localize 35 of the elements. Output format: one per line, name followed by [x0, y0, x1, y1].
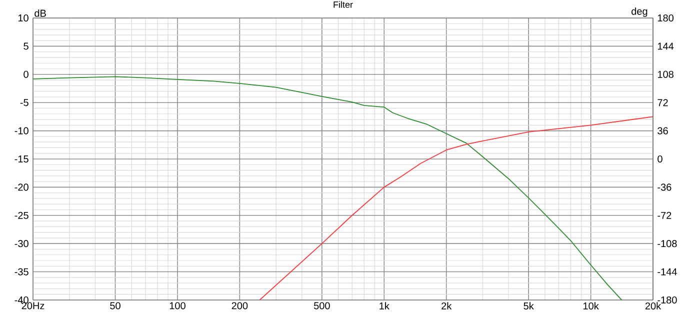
- x-tick-label: 100: [170, 302, 186, 310]
- y-tick-label: -10: [14, 127, 28, 134]
- y-tick-label: -30: [14, 240, 28, 248]
- y2-tick-label: -72: [658, 212, 672, 219]
- y2-tick-label: 180: [658, 14, 674, 22]
- y2-tick-label: 72: [658, 99, 668, 106]
- y2-tick-label: 144: [658, 42, 674, 50]
- y-tick-label: 5: [24, 42, 28, 50]
- x-tick-label: 200: [232, 302, 248, 310]
- x-tick-label: 50: [110, 302, 120, 310]
- y2-tick-label: 36: [658, 127, 668, 134]
- y-tick-label: -25: [14, 212, 28, 219]
- y-tick-label: -40: [14, 296, 28, 304]
- y2-axis-title: deg: [632, 7, 648, 17]
- y-tick-label: -35: [14, 268, 28, 276]
- x-tick-label: 20Hz: [22, 302, 44, 310]
- y-tick-label: -20: [14, 184, 28, 191]
- x-tick-label: 500: [314, 302, 330, 310]
- y-axis-title: dB: [34, 9, 46, 17]
- y2-tick-label: 0: [658, 155, 662, 163]
- y2-tick-label: 108: [658, 70, 674, 78]
- y2-tick-label: -36: [658, 184, 672, 191]
- y2-tick-label: -108: [658, 240, 677, 248]
- chart-title: Filter: [334, 1, 353, 8]
- x-tick-label: 20k: [645, 302, 662, 310]
- y2-tick-label: -180: [658, 296, 677, 304]
- x-tick-label: 5k: [524, 302, 534, 310]
- x-tick-label: 1k: [380, 302, 390, 310]
- x-tick-label: 2k: [442, 302, 452, 310]
- y2-tick-label: -144: [658, 268, 677, 276]
- y-tick-label: -15: [14, 155, 28, 162]
- y-tick-label: -5: [20, 99, 28, 106]
- y-tick-label: 10: [18, 14, 28, 22]
- y-tick-label: 0: [24, 70, 28, 78]
- x-tick-label: 10k: [584, 302, 599, 310]
